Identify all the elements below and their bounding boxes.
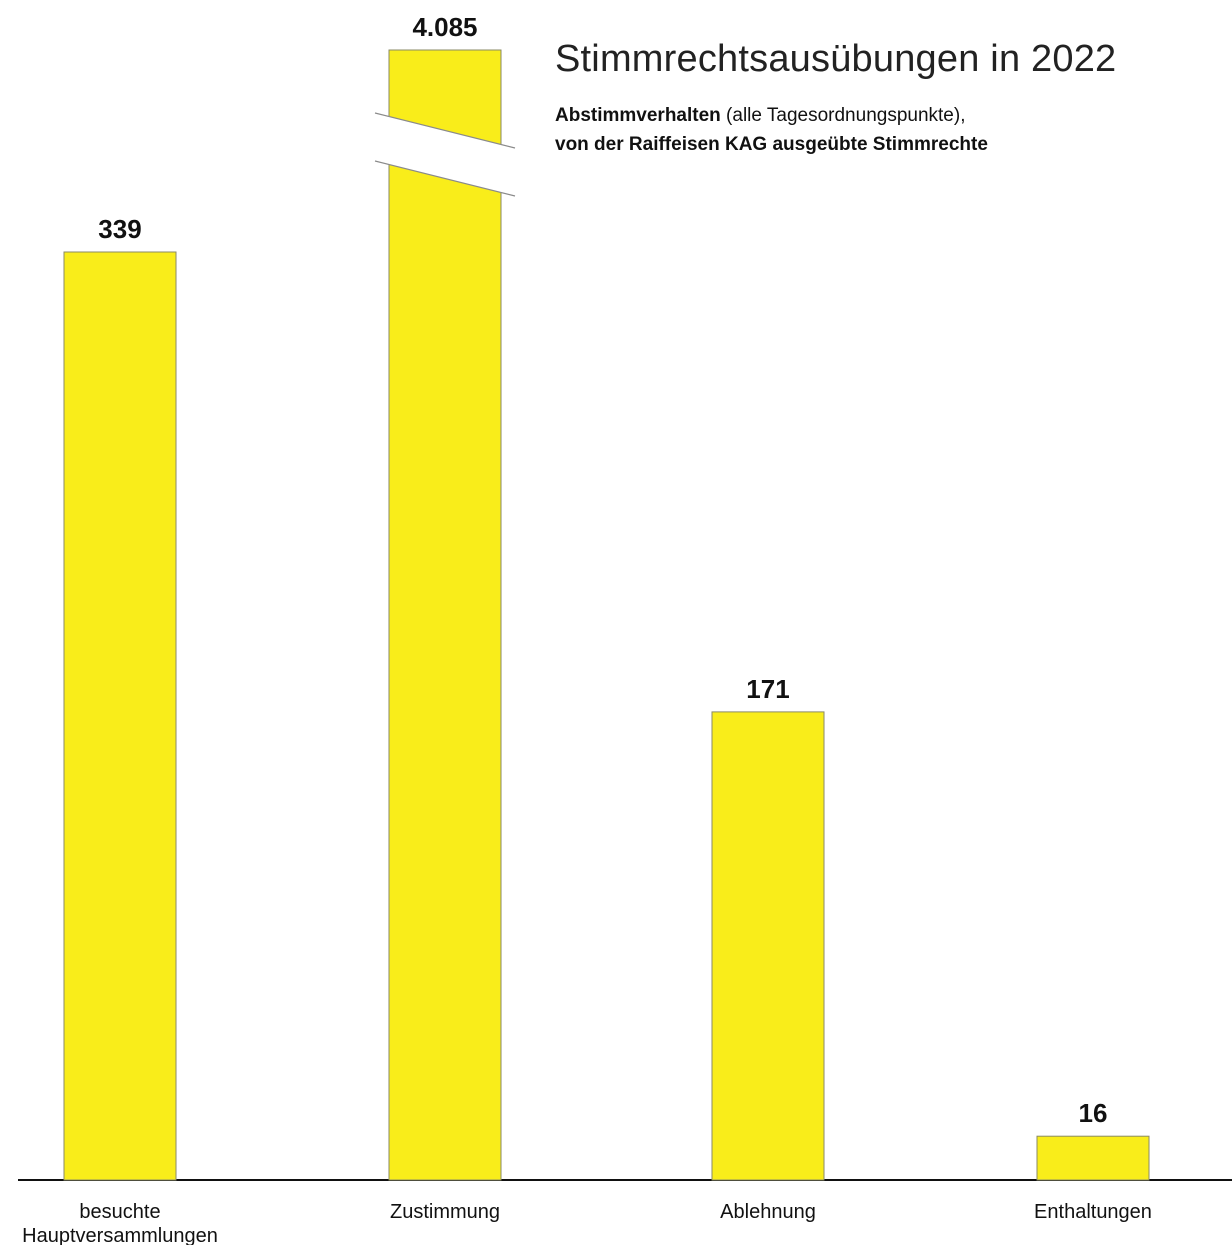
value-label: 339 — [98, 214, 141, 244]
category-label-line: Zustimmung — [390, 1201, 500, 1223]
subtitle-normal-part: (alle Tagesordnungspunkte), — [720, 105, 966, 126]
subtitle-bold-part: Abstimmverhalten — [555, 105, 721, 126]
category-label-line: Hauptversammlungen — [22, 1225, 218, 1245]
category-label: Ablehnung — [720, 1201, 816, 1223]
subtitle-line-2-text: von der Raiffeisen KAG ausgeübte Stimmre… — [555, 134, 988, 155]
category-label: Zustimmung — [390, 1201, 500, 1223]
axis-break-line-bottom — [374, 160, 516, 197]
category-label: Enthaltungen — [1034, 1201, 1152, 1223]
category-label-line: besuchte — [79, 1201, 160, 1223]
axis-break-line-top — [374, 112, 516, 149]
category-label-line: Enthaltungen — [1034, 1201, 1152, 1223]
bar-2 — [711, 711, 825, 1181]
axis-break-gap — [375, 113, 515, 196]
category-label-line: Ablehnung — [720, 1201, 816, 1223]
bar-3 — [1036, 1135, 1150, 1181]
value-label: 4.085 — [412, 12, 477, 42]
category-label: besuchte Hauptversammlungen — [22, 1201, 218, 1245]
value-label: 16 — [1079, 1098, 1108, 1128]
bar-1 — [388, 49, 502, 1181]
chart-title: Stimmrechtsausübungen in 2022 — [555, 38, 1117, 80]
value-label: 171 — [746, 674, 789, 704]
chart-subtitle: Abstimmverhalten (alle Tagesordnungspunk… — [555, 101, 988, 159]
bar-0 — [63, 251, 177, 1181]
subtitle-line-2: von der Raiffeisen KAG ausgeübte Stimmre… — [555, 130, 988, 159]
subtitle-line-1: Abstimmverhalten (alle Tagesordnungspunk… — [555, 101, 988, 130]
